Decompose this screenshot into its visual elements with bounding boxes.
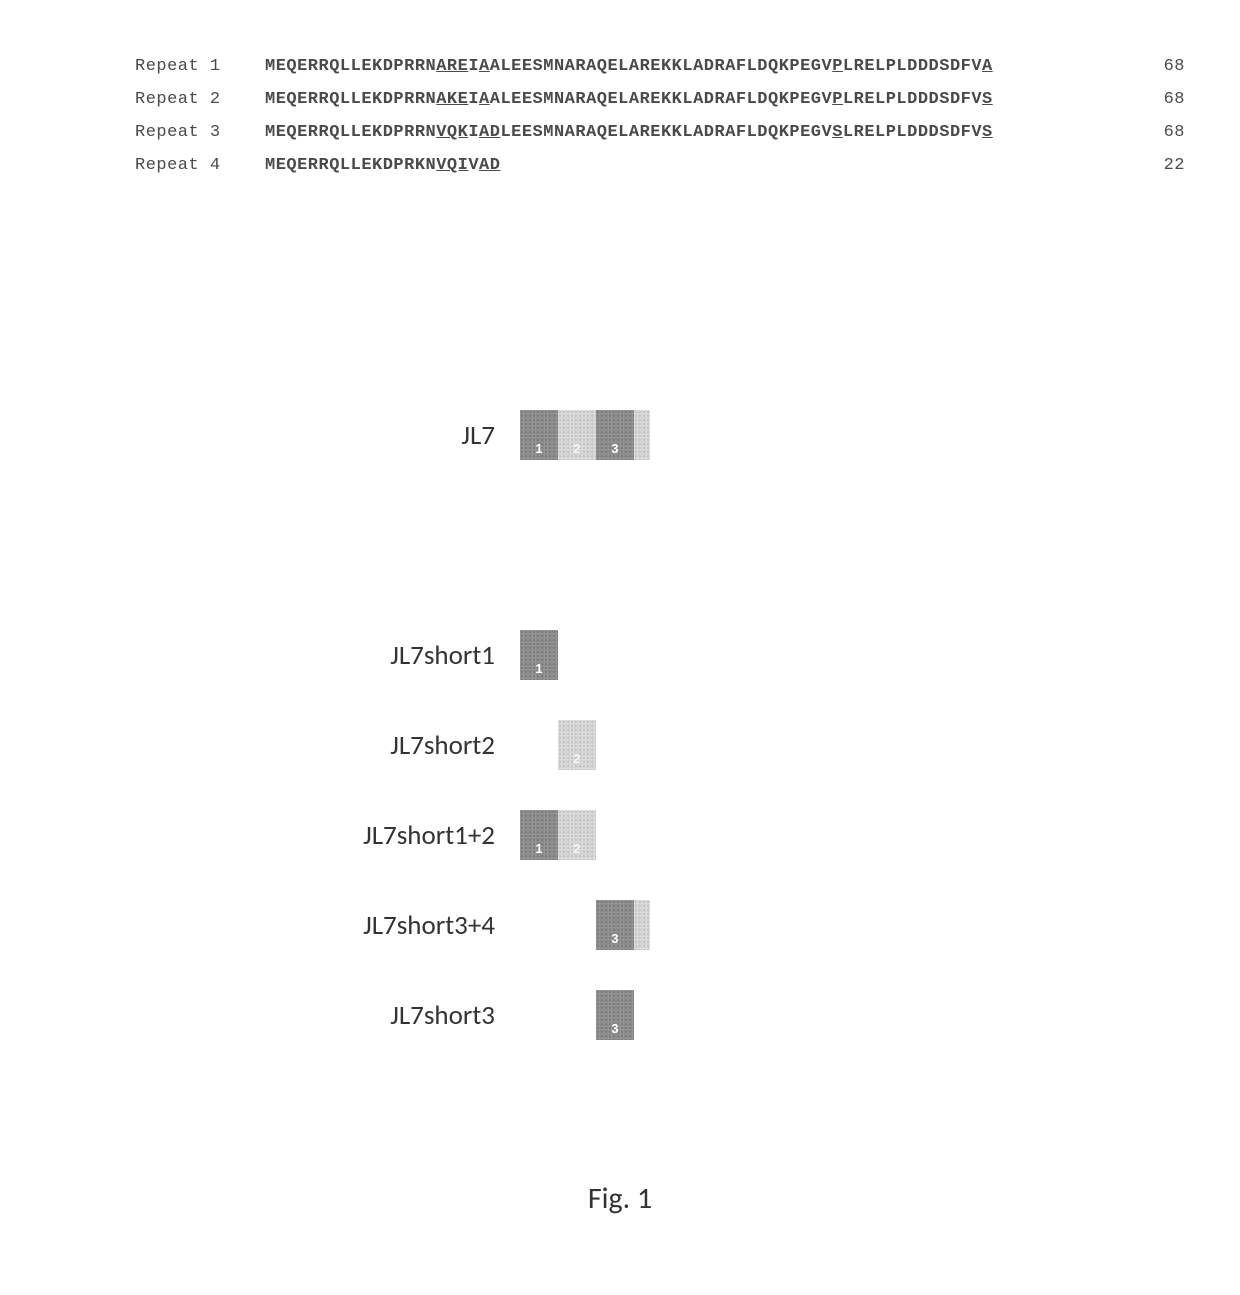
construct-label: JL7short3: [0, 999, 520, 1032]
sequence-length: 68: [1164, 50, 1185, 83]
construct-diagram: JL7123JL7short11JL7short22JL7short1+212J…: [0, 390, 1240, 1060]
construct-blocks: 1: [520, 625, 720, 685]
repeat-block: 1: [520, 810, 558, 860]
sequence-text: MEQERRQLLEKDPRRNAREIAALEESMNARAQELAREKKL…: [265, 50, 993, 83]
construct-row: JL7short3 3: [0, 970, 1240, 1060]
sequence-label: Repeat 2: [135, 83, 265, 116]
sequence-length: 68: [1164, 116, 1185, 149]
sequence-text: MEQERRQLLEKDPRRNAKEIAALEESMNARAQELAREKKL…: [265, 83, 993, 116]
sequence-row: Repeat 2MEQERRQLLEKDPRRNAKEIAALEESMNARAQ…: [135, 83, 1135, 116]
sequence-alignment: Repeat 1MEQERRQLLEKDPRRNAREIAALEESMNARAQ…: [135, 50, 1135, 182]
construct-blocks: 3: [520, 895, 720, 955]
figure-caption: Fig. 1: [0, 1180, 1240, 1217]
construct-label: JL7short1: [0, 639, 520, 672]
construct-label: JL7: [0, 419, 520, 452]
construct-row: JL7short2 2: [0, 700, 1240, 790]
repeat-block: 2: [558, 410, 596, 460]
construct-row: JL7123: [0, 390, 1240, 480]
repeat-block: 3: [596, 990, 634, 1040]
construct-row: JL7short1+212: [0, 790, 1240, 880]
sequence-row: Repeat 3MEQERRQLLEKDPRRNVQKIADLEESMNARAQ…: [135, 116, 1135, 149]
sequence-label: Repeat 1: [135, 50, 265, 83]
sequence-length: 68: [1164, 83, 1185, 116]
repeat-block: 2: [558, 720, 596, 770]
repeat-block: [634, 410, 650, 460]
repeat-block: 1: [520, 410, 558, 460]
repeat-block: 3: [596, 900, 634, 950]
construct-blocks: 3: [520, 985, 720, 1045]
sequence-label: Repeat 3: [135, 116, 265, 149]
sequence-row: Repeat 1MEQERRQLLEKDPRRNAREIAALEESMNARAQ…: [135, 50, 1135, 83]
repeat-block: 2: [558, 810, 596, 860]
construct-row: JL7short3+4 3: [0, 880, 1240, 970]
construct-blocks: 12: [520, 805, 720, 865]
construct-blocks: 123: [520, 405, 720, 465]
sequence-text: MEQERRQLLEKDPRRNVQKIADLEESMNARAQELAREKKL…: [265, 116, 993, 149]
construct-blocks: 2: [520, 715, 720, 775]
construct-label: JL7short3+4: [0, 909, 520, 942]
construct-row: JL7short11: [0, 610, 1240, 700]
repeat-block: [634, 900, 650, 950]
sequence-row: Repeat 4MEQERRQLLEKDPRKNVQIVAD22: [135, 149, 1135, 182]
sequence-label: Repeat 4: [135, 149, 265, 182]
construct-label: JL7short2: [0, 729, 520, 762]
sequence-text: MEQERRQLLEKDPRKNVQIVAD: [265, 149, 500, 182]
repeat-block: 3: [596, 410, 634, 460]
repeat-block: 1: [520, 630, 558, 680]
sequence-length: 22: [1164, 149, 1185, 182]
construct-label: JL7short1+2: [0, 819, 520, 852]
